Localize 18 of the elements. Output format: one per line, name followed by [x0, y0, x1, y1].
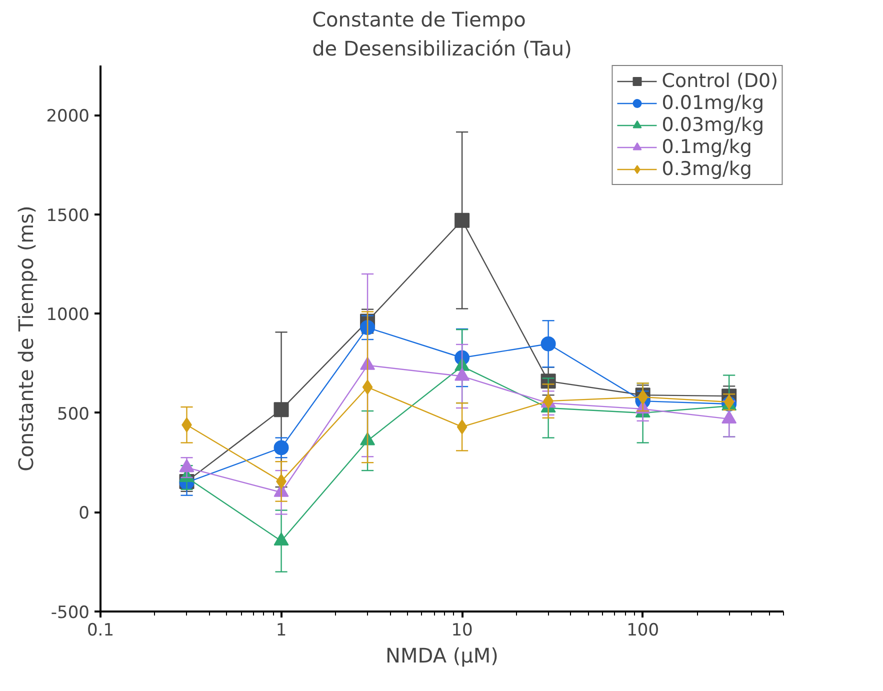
legend-label: 0.1mg/kg — [662, 136, 752, 158]
chart-title: Constante de Tiempo de Desensibilización (Tau) — [312, 8, 572, 60]
x-tick-label: 0.1 — [86, 620, 114, 640]
y-tick-label: 0 — [78, 504, 90, 524]
y-tick-label: -500 — [50, 603, 90, 623]
y-tick-label: 2000 — [46, 106, 90, 127]
x-tick-label: 10 — [451, 620, 473, 640]
x-axis-title: NMDA (µM) — [386, 644, 498, 668]
x-tick-label: 100 — [626, 620, 660, 640]
y-tick-label: 1500 — [46, 206, 90, 226]
legend-label: Control (D0) — [662, 70, 778, 92]
y-tick-label: 500 — [57, 404, 90, 424]
legend-label: 0.03mg/kg — [662, 114, 764, 136]
legend-label: 0.3mg/kg — [662, 158, 752, 180]
legend-label: 0.01mg/kg — [662, 92, 764, 114]
y-tick-label: 1000 — [46, 305, 90, 326]
y-axis-title: Constante de Tiempo (ms) — [14, 206, 38, 472]
x-tick-label: 1 — [276, 620, 287, 640]
